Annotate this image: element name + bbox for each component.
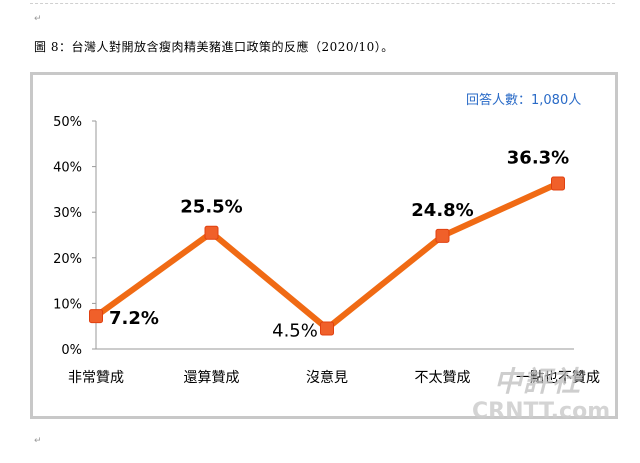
data-point-marker bbox=[204, 225, 219, 240]
figure-caption: 圖 8：台灣人對開放含瘦肉精美豬進口政策的反應（2020/10）。 bbox=[34, 40, 394, 54]
paragraph-mark: ↵ bbox=[34, 14, 42, 24]
y-tick-label: 20% bbox=[53, 252, 82, 267]
y-axis-ticks: 0% 10% 20% 30% 40% 50% bbox=[53, 115, 96, 358]
x-tick-label: 一點也不贊成 bbox=[516, 370, 600, 386]
data-point-marker bbox=[435, 228, 450, 243]
paragraph-mark: ↵ bbox=[34, 436, 42, 446]
data-point-marker bbox=[89, 309, 103, 324]
document-top-rule bbox=[30, 3, 615, 4]
data-labels: 7.2% 25.5% 4.5% 24.8% 36.3% bbox=[109, 147, 569, 341]
series-line bbox=[94, 180, 560, 333]
series-layer bbox=[89, 176, 565, 336]
y-tick-label: 30% bbox=[53, 206, 82, 221]
data-label: 4.5% bbox=[272, 320, 318, 341]
x-tick-label: 非常贊成 bbox=[68, 370, 124, 386]
watermark-english: CRNTT.com bbox=[472, 399, 611, 424]
y-tick-label: 40% bbox=[53, 161, 82, 176]
watermark-chinese: 中評社 bbox=[494, 365, 582, 398]
x-tick-label: 沒意見 bbox=[306, 369, 348, 386]
x-tick-label: 不太贊成 bbox=[415, 370, 471, 386]
data-point-marker bbox=[320, 321, 334, 336]
data-point-marker bbox=[551, 176, 565, 191]
data-label: 36.3% bbox=[507, 147, 569, 168]
chart-frame bbox=[30, 72, 618, 419]
y-tick-label: 10% bbox=[53, 297, 82, 312]
x-axis-ticks: 非常贊成 還算贊成 沒意見 不太贊成 一點也不贊成 bbox=[68, 369, 600, 386]
chart-axes bbox=[95, 121, 574, 350]
data-label: 25.5% bbox=[180, 197, 242, 218]
y-tick-label: 0% bbox=[61, 343, 82, 358]
data-label: 24.8% bbox=[411, 200, 473, 221]
data-label: 7.2% bbox=[109, 308, 159, 329]
respondents-note: 回答人數：1,080人 bbox=[466, 93, 582, 108]
y-tick-label: 50% bbox=[53, 115, 82, 130]
x-tick-label: 還算贊成 bbox=[184, 370, 240, 386]
